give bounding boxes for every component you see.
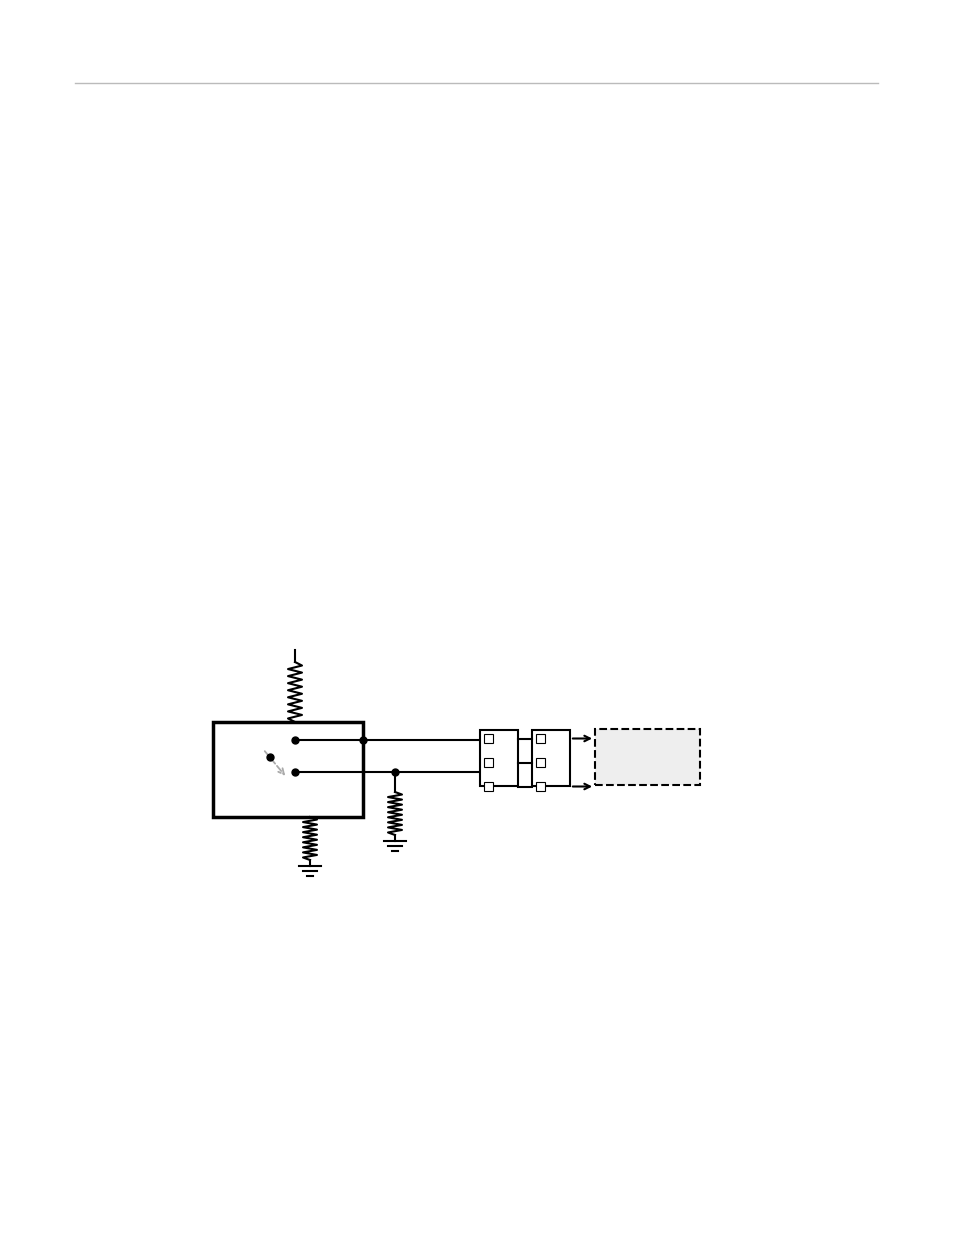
Bar bbox=[479, 730, 517, 785]
Bar bbox=[536, 782, 544, 790]
Bar bbox=[213, 722, 363, 818]
Bar bbox=[483, 758, 493, 767]
Bar bbox=[483, 782, 493, 790]
Bar bbox=[536, 758, 544, 767]
Bar bbox=[532, 730, 569, 785]
Bar bbox=[483, 734, 493, 743]
Bar bbox=[595, 729, 700, 785]
Bar bbox=[536, 734, 544, 743]
